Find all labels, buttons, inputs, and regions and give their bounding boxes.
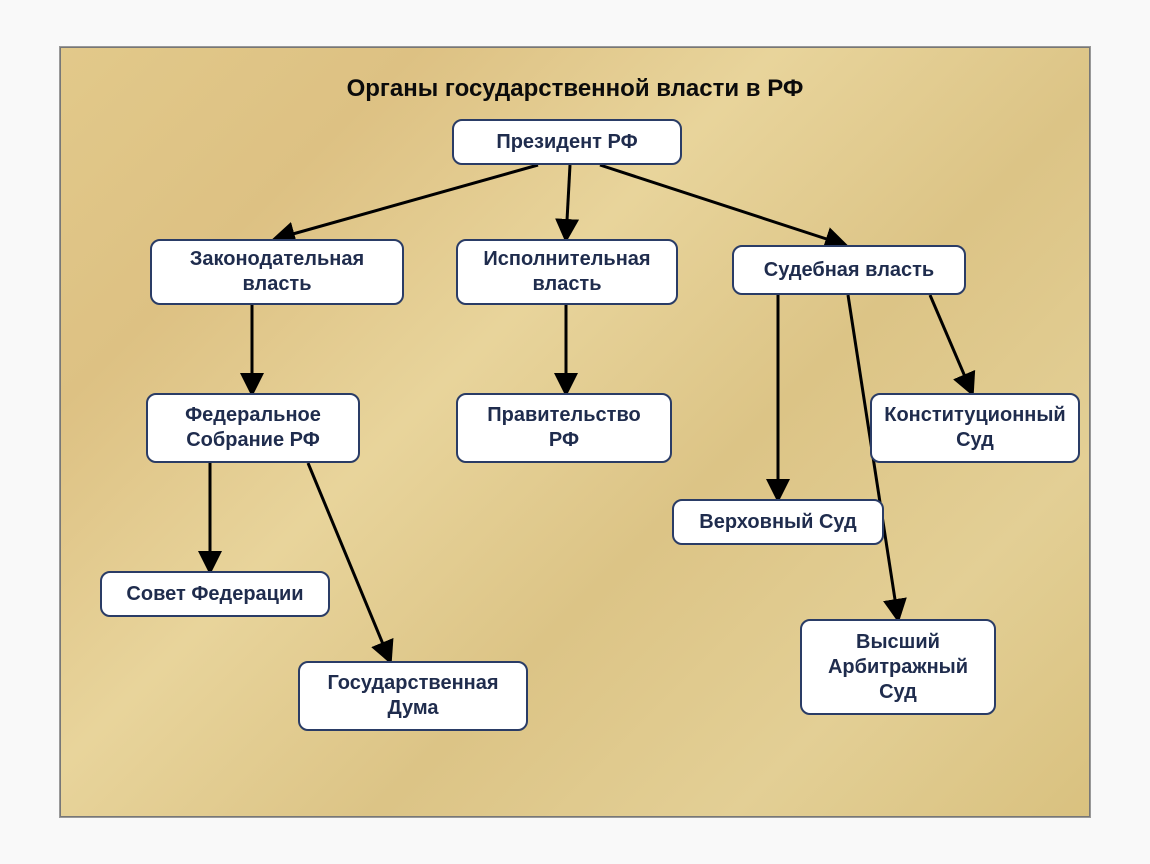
node-duma: Государственная Дума <box>298 661 528 731</box>
node-arbcourt: Высший Арбитражный Суд <box>800 619 996 715</box>
node-supcourt: Верховный Суд <box>672 499 884 545</box>
node-executive: Исполнительная власть <box>456 239 678 305</box>
node-constcourt: Конституционный Суд <box>870 393 1080 463</box>
edge <box>600 165 845 245</box>
diagram-title: Органы государственной власти в РФ <box>60 75 1090 103</box>
node-fedsobr: Федеральное Собрание РФ <box>146 393 360 463</box>
node-judicial: Судебная власть <box>732 245 966 295</box>
diagram-canvas: Органы государственной власти в РФ Прези… <box>59 46 1091 818</box>
edge <box>308 463 390 661</box>
node-gov: Правительство РФ <box>456 393 672 463</box>
node-sovfed: Совет Федерации <box>100 571 330 617</box>
edge <box>930 295 972 393</box>
edge <box>566 165 570 239</box>
node-president: Президент РФ <box>452 119 682 165</box>
edge <box>275 165 538 239</box>
node-legislative: Законодательная власть <box>150 239 404 305</box>
